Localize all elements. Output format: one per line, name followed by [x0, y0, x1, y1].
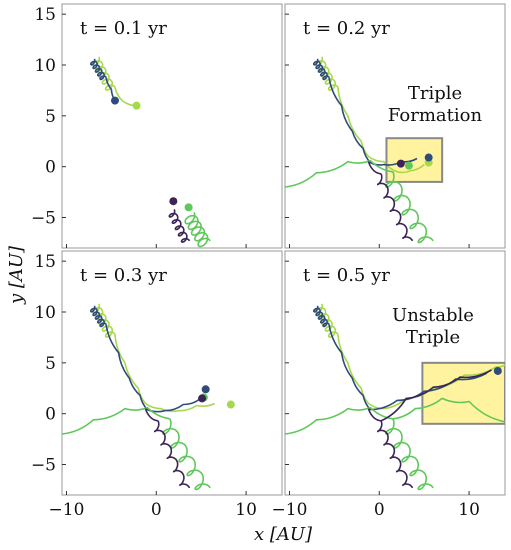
trajectory-loop-3	[162, 418, 211, 491]
trajectory-loop-1	[91, 303, 116, 338]
body-marker-2	[201, 385, 210, 394]
body-marker-3	[184, 203, 193, 212]
panel-plot-area	[62, 303, 235, 491]
trajectory-tail-1	[114, 87, 137, 107]
y-tick-label: 15	[34, 5, 56, 25]
panel-1: t = 0.1 yr −5 0 5 10 15	[31, 3, 283, 249]
x-tick-label: −10	[49, 500, 85, 520]
panel-time-label: t = 0.1 yr	[80, 18, 167, 39]
body-marker-1	[132, 101, 141, 110]
body-marker-1	[226, 400, 235, 409]
trajectory-loop-4	[168, 209, 191, 243]
trajectory-loop-4	[377, 420, 414, 489]
trajectory-loop-2	[313, 58, 330, 81]
trajectory-loop-2	[90, 305, 107, 328]
trajectory-tail-1	[337, 334, 505, 410]
body-marker-2	[110, 96, 119, 105]
y-axis-label: y [AU]	[6, 245, 27, 305]
trajectory-tail-4	[367, 161, 382, 175]
x-tick-label: 0	[374, 500, 385, 520]
trajectory-tail-3	[62, 406, 170, 435]
panel-frame	[284, 3, 506, 249]
trajectory-loop-1	[314, 303, 339, 338]
panel-plot-area	[285, 303, 505, 491]
trajectory-loop-1	[314, 56, 339, 91]
body-marker-4	[198, 394, 207, 403]
trajectory-loop-4	[154, 420, 191, 489]
x-tick-label: −10	[272, 500, 308, 520]
trajectory-loop-2	[313, 305, 330, 328]
body-marker-4	[396, 159, 405, 168]
y-tick-label: −5	[31, 456, 56, 476]
trajectory-loop-1	[91, 56, 116, 91]
x-tick-label: 10	[235, 500, 257, 520]
body-marker-4	[169, 197, 178, 206]
trajectory-loop-3	[184, 212, 211, 248]
panel-time-label: t = 0.3 yr	[80, 265, 167, 286]
y-tick-label: 5	[45, 107, 56, 127]
y-tick-label: 15	[34, 252, 56, 272]
annotation-line-2: Triple	[406, 327, 460, 348]
trajectory-tail-3	[285, 159, 393, 188]
body-marker-3	[404, 161, 413, 170]
panel-time-label: t = 0.2 yr	[303, 18, 390, 39]
panel-3: t = 0.3 yr −5 0 5 10 15 −10 0 10	[31, 250, 283, 520]
body-marker-2	[493, 366, 502, 375]
y-tick-label: −5	[31, 209, 56, 229]
highlight-box	[421, 361, 505, 425]
trajectory-tail-3	[285, 397, 505, 435]
trajectory-loop-2	[90, 58, 107, 81]
annotation-line-1: Triple	[408, 83, 462, 104]
trajectory-tail-1	[114, 334, 216, 413]
highlight-box	[385, 137, 444, 183]
x-axis-label: x [AU]	[254, 524, 313, 545]
trajectory-loop-3	[385, 171, 434, 244]
x-tick-label: 0	[151, 500, 162, 520]
panel-time-label: t = 0.5 yr	[303, 265, 390, 286]
panel-plot-area	[285, 56, 444, 244]
trajectory-tail-2	[105, 324, 200, 413]
trajectory-loop-4	[377, 173, 414, 242]
y-tick-label: 0	[45, 405, 56, 425]
panel-plot-area	[90, 56, 211, 248]
trajectory-tail-1	[337, 87, 425, 174]
trajectory-loop-3	[385, 418, 434, 491]
annotation-line-2: Formation	[388, 105, 483, 126]
y-tick-label: 5	[45, 354, 56, 374]
trajectory-tail-4	[144, 408, 159, 422]
trajectory-tail-4	[367, 369, 492, 422]
body-marker-2	[424, 153, 433, 162]
y-tick-label: 10	[34, 303, 56, 323]
annotation-line-1: Unstable	[392, 305, 474, 326]
panel-frame	[61, 250, 283, 496]
y-tick-label: 0	[45, 158, 56, 178]
y-tick-label: 10	[34, 56, 56, 76]
x-tick-label: 10	[458, 500, 480, 520]
panel-frame	[61, 3, 283, 249]
